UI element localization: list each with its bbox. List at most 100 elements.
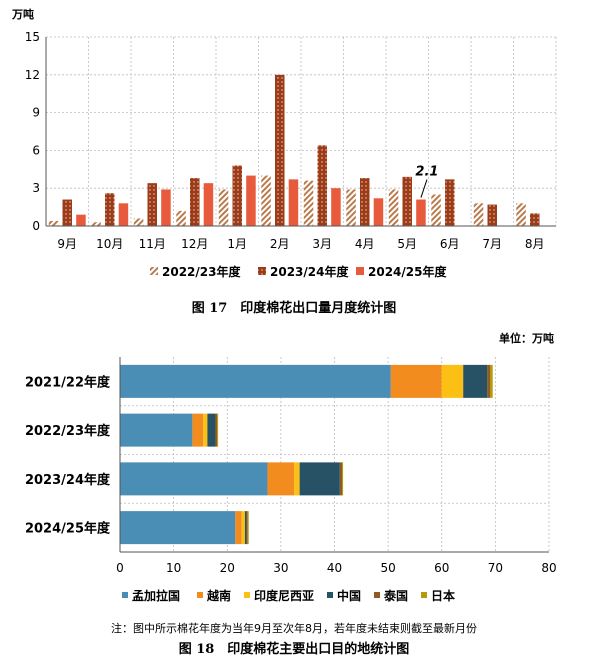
bar-segment <box>246 511 248 545</box>
bar-segment <box>463 364 488 398</box>
bar <box>133 218 144 226</box>
bar-group <box>48 74 540 226</box>
bar <box>176 210 186 226</box>
x-tick-labels: 0 10 20 30 40 50 60 70 80 <box>116 561 556 575</box>
legend-swatch <box>244 592 250 598</box>
x-tick-label: 20 <box>220 561 235 575</box>
bar <box>445 179 455 226</box>
legend-label: 泰国 <box>383 588 408 603</box>
legend: 2022/23年度 2023/24年度 2024/25年度 <box>150 264 447 279</box>
bar <box>473 203 484 226</box>
annotation: 2.1 <box>415 165 438 198</box>
category-labels: 2021/22年度 2022/23年度 2023/24年度 2024/25年度 <box>25 374 111 536</box>
legend-label: 越南 <box>206 588 231 603</box>
bar-segment <box>294 462 300 496</box>
bar-segment <box>247 511 249 545</box>
x-tick-label: 4月 <box>355 237 375 251</box>
x-tick-label: 1月 <box>227 237 247 251</box>
bar-segment <box>241 511 245 545</box>
legend-label: 印度尼西亚 <box>254 588 314 603</box>
y-tick-label: 12 <box>25 68 40 82</box>
x-tick-label: 30 <box>273 561 288 575</box>
annotation-leader <box>420 179 428 198</box>
legend-swatch <box>356 267 364 275</box>
bar <box>288 179 299 226</box>
legend-swatch <box>197 592 203 598</box>
x-tick-label: 70 <box>488 561 503 575</box>
y-tick-labels: 0 3 6 9 12 15 <box>25 30 40 233</box>
x-tick-label: 9月 <box>57 237 77 251</box>
bar <box>431 194 441 226</box>
chart-caption: 图 17 印度棉花出口量月度统计图 <box>192 300 397 316</box>
legend-swatch <box>374 592 380 598</box>
x-tick-label: 10月 <box>96 237 123 251</box>
bar <box>246 175 256 226</box>
bar-segment <box>217 413 219 447</box>
x-tick-label: 60 <box>434 561 449 575</box>
bar-segment <box>215 413 218 447</box>
bar <box>303 180 314 226</box>
bar <box>48 220 59 226</box>
bar <box>91 222 101 226</box>
axes <box>119 357 549 553</box>
bar-segment <box>299 462 340 496</box>
x-tick-label: 12月 <box>181 237 208 251</box>
destination-chart: 单位：万吨 2021/22年度 2022/23年度 2023/24年度 2024/25… <box>25 331 557 657</box>
bar <box>232 165 242 226</box>
bar-segment <box>487 364 491 398</box>
x-tick-label: 5月 <box>397 237 417 251</box>
legend-label: 中国 <box>337 588 361 603</box>
bar <box>487 204 497 226</box>
category-label: 2024/25年度 <box>25 521 111 537</box>
legend-label: 2022/23年度 <box>162 264 241 279</box>
category-label: 2022/23年度 <box>25 423 111 439</box>
bar <box>275 74 285 226</box>
bar-segment <box>490 364 493 398</box>
bar-segment <box>267 462 295 496</box>
y-unit-label: 万吨 <box>11 7 34 21</box>
bar-segment <box>120 364 391 398</box>
unit-label: 单位：万吨 <box>499 331 554 345</box>
bar-segment <box>339 462 343 496</box>
bar <box>62 199 72 226</box>
x-tick-label: 6月 <box>440 237 460 251</box>
bar-segment <box>235 511 242 545</box>
x-tick-label: 10 <box>166 561 181 575</box>
annotation-label: 2.1 <box>415 165 438 180</box>
bar <box>388 189 399 226</box>
bar <box>373 198 384 226</box>
legend-swatch <box>150 267 158 275</box>
bar-segment <box>203 413 208 447</box>
bar <box>416 199 426 226</box>
bar <box>346 189 356 226</box>
axes <box>45 37 556 227</box>
category-label: 2021/22年度 <box>25 374 111 390</box>
legend-label: 孟加拉国 <box>132 588 180 603</box>
category-label: 2023/24年度 <box>25 472 111 488</box>
bar <box>203 183 214 226</box>
grid <box>46 36 557 226</box>
bar <box>76 214 86 226</box>
y-tick-label: 15 <box>25 30 40 44</box>
bar <box>261 175 271 226</box>
bar <box>530 213 540 226</box>
bar <box>105 193 115 226</box>
bar <box>516 203 526 226</box>
x-tick-label: 11月 <box>139 237 166 251</box>
bar-segment <box>207 413 216 447</box>
bar-group <box>120 364 493 545</box>
y-tick-label: 0 <box>32 219 40 233</box>
bar <box>118 203 129 226</box>
legend-swatch <box>421 592 427 598</box>
bar <box>331 188 341 226</box>
legend-swatch <box>258 267 266 275</box>
x-tick-label: 7月 <box>482 237 502 251</box>
legend-swatch <box>122 592 128 598</box>
bar-segment <box>441 364 464 398</box>
legend: 孟加拉国 越南 印度尼西亚 中国 泰国 日本 <box>122 588 455 603</box>
chart-note: 注：图中所示棉花年度为当年9月至次年8月，若年度未结束则截至最新月份 <box>111 621 477 635</box>
x-tick-label: 8月 <box>525 237 545 251</box>
bar-segment <box>390 364 442 398</box>
